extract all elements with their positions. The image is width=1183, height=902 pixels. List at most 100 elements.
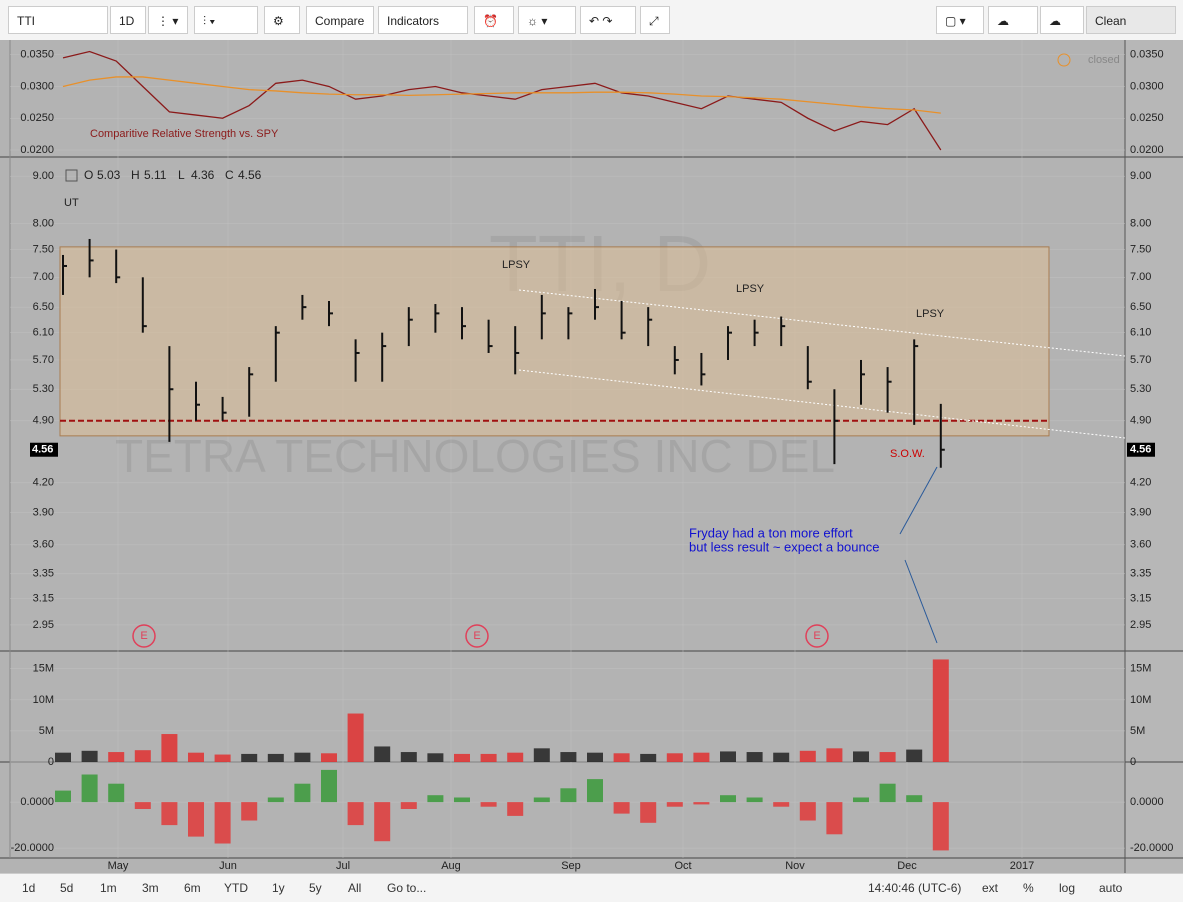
earnings-label: E: [140, 630, 147, 642]
y-tick-label: 10M: [33, 694, 54, 706]
earnings-marker: [465, 624, 489, 648]
y-tick-label: 8.00: [1130, 217, 1151, 229]
volume-bar: [879, 752, 896, 762]
legend-key: O: [84, 168, 93, 182]
y-tick-label: 0: [48, 756, 54, 768]
scale-option[interactable]: ext: [982, 881, 999, 895]
y-tick-label: 5M: [1130, 725, 1145, 737]
y-tick-label: 0.0200: [1130, 144, 1164, 156]
undo-redo[interactable]: ↶ ↷: [580, 6, 636, 34]
range-button[interactable]: YTD: [224, 881, 248, 895]
scale-option[interactable]: log: [1059, 881, 1076, 895]
histogram-bar: [613, 802, 630, 814]
histogram-bar: [906, 795, 923, 803]
histogram-bar: [347, 802, 364, 826]
legend-toggle: [65, 169, 78, 182]
histogram-bar: [720, 795, 736, 803]
y-tick-label: 5.30: [1130, 383, 1151, 395]
legend-value: 5.03: [97, 168, 121, 182]
y-tick-label: 5.70: [33, 354, 54, 366]
y-tick-label: 7.00: [33, 271, 54, 283]
fullscreen[interactable]: ⤢: [640, 6, 670, 34]
histogram-bar: [241, 802, 258, 821]
time-label: 2017: [1010, 860, 1034, 872]
annotation: but less result ~ expect a bounce: [689, 539, 879, 554]
volume-bar: [773, 752, 790, 762]
histogram-bar: [853, 797, 869, 803]
y-tick-label: 9.00: [1130, 170, 1151, 182]
volume-bar: [666, 753, 683, 762]
histogram-bar: [134, 802, 151, 810]
interval-menu[interactable]: ⋮ ▾: [148, 6, 188, 34]
time-label: Aug: [441, 860, 461, 872]
y-tick-label: 3.90: [33, 507, 54, 519]
symbol-input[interactable]: TTI: [8, 6, 108, 34]
color-picker[interactable]: ▢ ▾: [936, 6, 984, 34]
volume-bar: [932, 659, 949, 762]
compare[interactable]: Compare: [306, 6, 374, 34]
range-button[interactable]: 5y: [309, 881, 322, 895]
histogram-bar: [374, 802, 391, 842]
status: closed: [1088, 54, 1120, 66]
indicators[interactable]: Indicators: [378, 6, 468, 34]
scale-option[interactable]: %: [1023, 881, 1034, 895]
range-button[interactable]: All: [348, 881, 362, 895]
volume-bar: [214, 754, 231, 762]
volume-bar: [507, 752, 524, 762]
range-button[interactable]: Go to...: [387, 881, 427, 895]
range-button[interactable]: 1m: [100, 881, 117, 895]
scale-option[interactable]: auto: [1099, 881, 1123, 895]
save[interactable]: ☁: [1040, 6, 1084, 34]
background: [0, 40, 1183, 873]
y-tick-label: 0: [1130, 756, 1136, 768]
layout-name[interactable]: Clean: [1086, 6, 1176, 34]
y-tick-label: 3.60: [33, 539, 54, 551]
volume-bar: [560, 752, 577, 762]
settings[interactable]: ⚙: [264, 6, 300, 34]
y-tick-label: 4.90: [33, 415, 54, 427]
range-button[interactable]: 5d: [60, 881, 74, 895]
legend-key: H: [131, 168, 140, 182]
y-tick-label: 3.15: [33, 592, 54, 604]
histogram-bar: [693, 802, 710, 805]
y-tick-label: 2.95: [33, 619, 54, 631]
range-button[interactable]: 1y: [272, 881, 285, 895]
histogram-bar: [188, 802, 204, 837]
histogram-bar: [214, 802, 231, 844]
histogram-bar: [826, 802, 843, 835]
ideas[interactable]: ☼ ▾: [518, 6, 576, 34]
y-tick-label: 3.90: [1130, 507, 1151, 519]
time-label: Oct: [674, 860, 691, 872]
histogram-bar: [746, 797, 763, 803]
earnings-marker: [805, 624, 829, 648]
histogram-bar: [799, 802, 816, 821]
status-icon: [1057, 53, 1071, 67]
histogram-bar: [533, 797, 550, 803]
load[interactable]: ☁: [988, 6, 1038, 34]
y-tick-label: 3.35: [33, 568, 54, 580]
alert[interactable]: ⏰: [474, 6, 514, 34]
interval[interactable]: 1D: [110, 6, 146, 34]
volume-bar: [347, 713, 364, 762]
y-tick-label: 6.50: [33, 301, 54, 313]
range-button[interactable]: 3m: [142, 881, 159, 895]
legend-key: L: [178, 168, 185, 182]
y-tick-label: 5.70: [1130, 354, 1151, 366]
range-button[interactable]: 1d: [22, 881, 36, 895]
histogram-bar: [294, 783, 311, 803]
y-tick-label: 0.0350: [20, 49, 54, 61]
volume-bar: [587, 752, 603, 762]
volume-bar: [480, 753, 497, 762]
crs-line: [62, 50, 942, 151]
volume-bar: [267, 753, 284, 762]
range-box: [59, 246, 1050, 437]
time-label: Dec: [897, 860, 917, 872]
legend-value: 4.36: [191, 168, 215, 182]
chart-style[interactable]: ⫶ ▾: [194, 6, 258, 34]
volume-bar: [427, 753, 444, 762]
range-button[interactable]: 6m: [184, 881, 201, 895]
y-tick-label: 8.00: [33, 217, 54, 229]
volume-bar: [906, 749, 923, 762]
histogram-bar: [587, 779, 603, 803]
